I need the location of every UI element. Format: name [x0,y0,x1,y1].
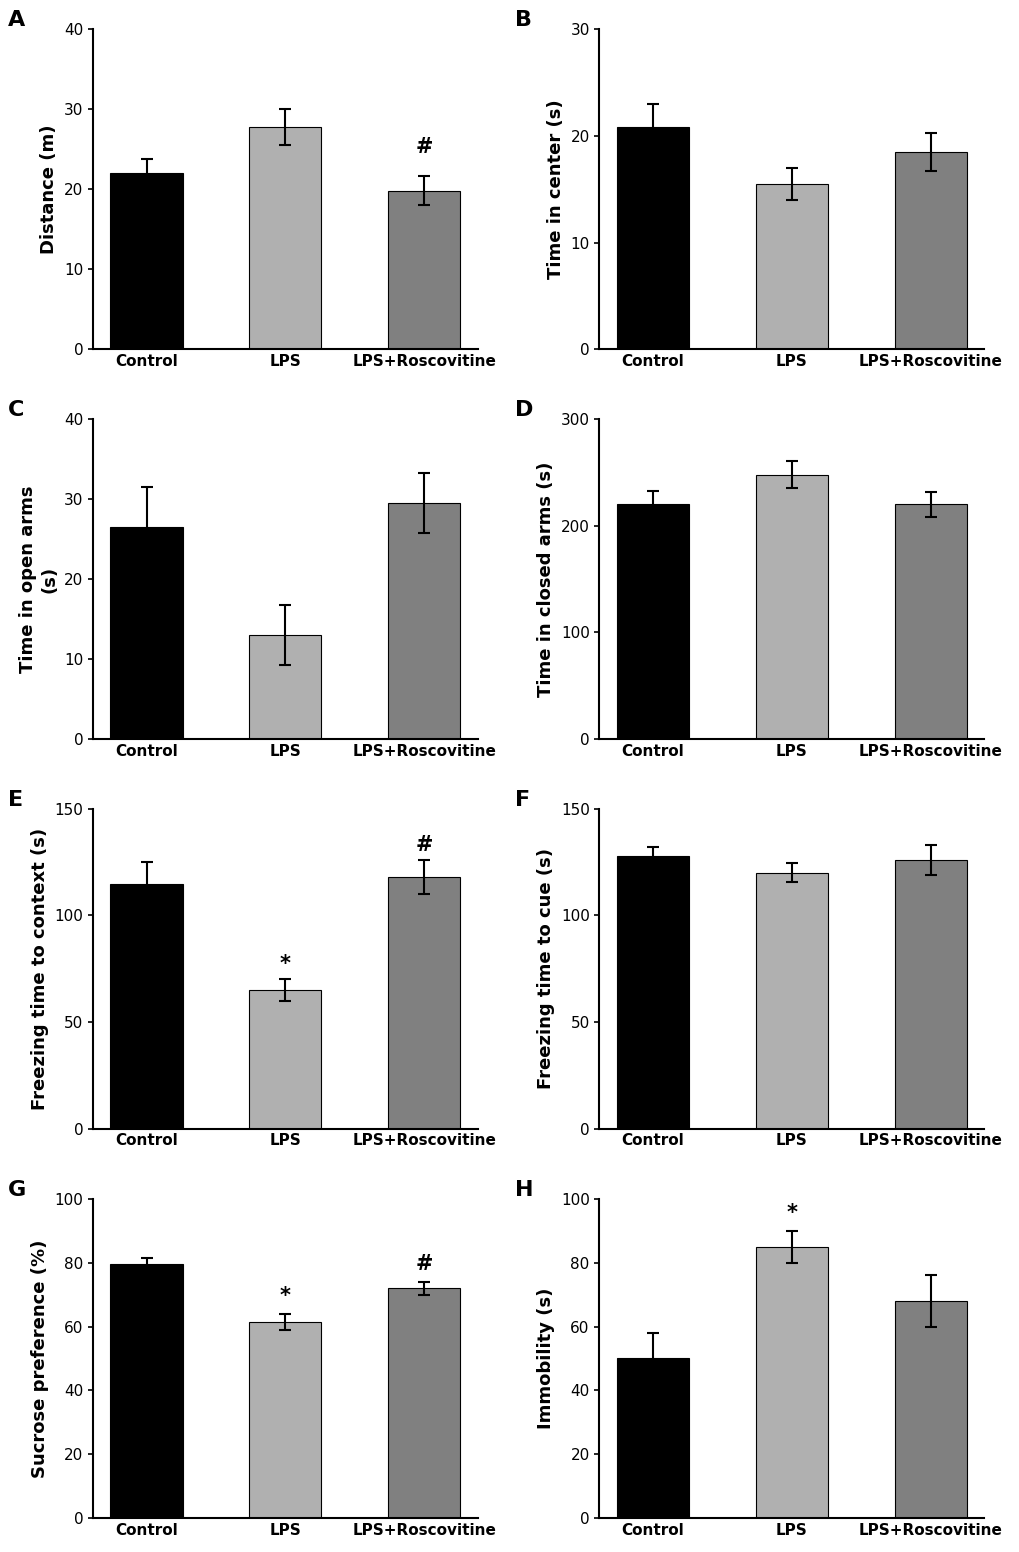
Bar [110,883,182,1128]
Y-axis label: Time in center (s): Time in center (s) [546,99,565,279]
Y-axis label: Time in open arms
(s): Time in open arms (s) [19,486,58,672]
Text: C: C [8,400,24,421]
Bar [110,528,182,739]
Bar [755,185,827,349]
Text: A: A [8,11,25,31]
Y-axis label: Sucrose preference (%): Sucrose preference (%) [31,1240,49,1478]
Text: #: # [415,137,432,157]
Bar [894,1301,966,1518]
Text: #: # [415,1254,432,1274]
Bar [755,1246,827,1518]
Bar [387,503,460,739]
Text: F: F [515,790,530,810]
Bar [616,504,689,739]
Bar [249,990,321,1128]
Y-axis label: Distance (m): Distance (m) [40,124,58,255]
Bar [894,504,966,739]
Bar [616,1358,689,1518]
Text: H: H [515,1180,533,1200]
Bar [387,191,460,349]
Text: #: # [415,835,432,855]
Text: E: E [8,790,23,810]
Text: *: * [279,1285,290,1305]
Text: D: D [515,400,533,421]
Y-axis label: Immobility (s): Immobility (s) [537,1288,554,1429]
Bar [755,872,827,1128]
Bar [616,855,689,1128]
Bar [387,1288,460,1518]
Bar [110,1265,182,1518]
Text: B: B [515,11,531,31]
Y-axis label: Time in closed arms (s): Time in closed arms (s) [537,461,554,697]
Bar [755,475,827,739]
Bar [249,127,321,349]
Bar [249,1322,321,1518]
Text: G: G [8,1180,26,1200]
Bar [249,635,321,739]
Bar [387,877,460,1128]
Y-axis label: Freezing time to cue (s): Freezing time to cue (s) [537,849,554,1090]
Bar [894,860,966,1128]
Bar [616,127,689,349]
Text: *: * [279,954,290,975]
Text: *: * [786,1203,797,1223]
Y-axis label: Freezing time to context (s): Freezing time to context (s) [31,827,49,1110]
Bar [110,174,182,349]
Bar [894,152,966,349]
